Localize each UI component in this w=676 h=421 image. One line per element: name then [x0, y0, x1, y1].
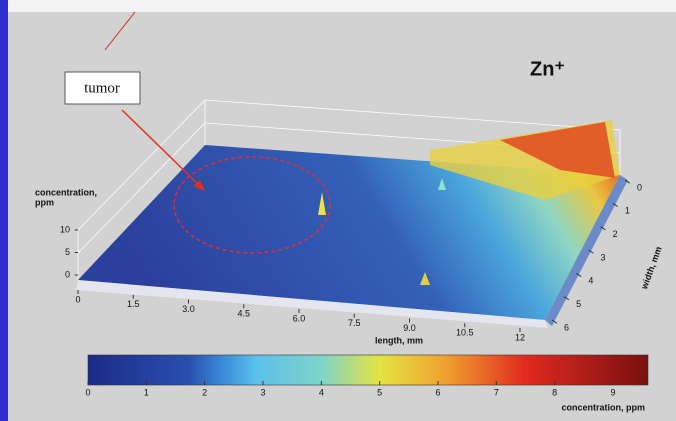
- y-tick: [576, 272, 582, 277]
- x-tick-label: 9.0: [403, 323, 416, 333]
- annotation-box: [64, 71, 141, 105]
- y-tick-label: 4: [588, 276, 593, 286]
- surface-edge: [545, 175, 628, 326]
- colorbar-tick-label: 5: [377, 387, 382, 397]
- z-tick-label: 0: [65, 269, 70, 279]
- annotation: tumor: [84, 80, 120, 96]
- surface-edge: [76, 280, 548, 328]
- y-tick-label: 3: [601, 252, 606, 262]
- y-tick-label: 0: [637, 182, 642, 192]
- y-tick: [551, 319, 558, 324]
- spike: [438, 178, 446, 190]
- spike: [420, 272, 430, 285]
- y-tick: [588, 249, 594, 254]
- spike: [318, 192, 326, 215]
- colorbar-tick-label: 6: [435, 387, 440, 397]
- y-tick-label: 6: [564, 322, 569, 332]
- colorbar-tick-label: 3: [260, 387, 265, 397]
- x-tick-label: 1.5: [127, 299, 140, 309]
- y-tick-label: 1: [625, 206, 630, 216]
- surface-peak: [500, 122, 615, 178]
- colorbar: [87, 354, 649, 386]
- colorbar-tick-label: 1: [144, 387, 149, 397]
- x-axis-label: length, mm: [375, 335, 423, 345]
- y-tick: [612, 202, 618, 207]
- colorbar-label: concentration, ppm: [561, 402, 645, 412]
- colorbar-tick-label: 7: [494, 387, 499, 397]
- arrow-head: [193, 180, 205, 191]
- title: Zn⁺: [530, 58, 565, 80]
- x-tick-label: 0: [75, 294, 80, 304]
- x-tick-label: 7.5: [348, 318, 361, 328]
- z-axis-label: concentration,: [35, 187, 97, 197]
- y-tick-label: 2: [613, 229, 618, 239]
- x-tick-label: 4.5: [237, 309, 250, 319]
- y-tick-label: 5: [576, 299, 581, 309]
- z-tick-label: 5: [65, 247, 70, 257]
- colorbar-tick-label: 9: [610, 387, 615, 397]
- z-axis-label: ppm: [35, 197, 54, 207]
- x-tick-label: 3.0: [182, 304, 195, 314]
- y-tick: [563, 296, 570, 301]
- y-tick: [624, 179, 631, 184]
- colorbar-tick-label: 2: [202, 387, 207, 397]
- x-tick-label: 10.5: [456, 328, 474, 338]
- x-tick-label: 12: [515, 332, 525, 342]
- colorbar-tick-label: 0: [85, 387, 90, 397]
- x-tick-label: 6.0: [293, 313, 306, 323]
- annotation-arrow: [121, 109, 201, 187]
- z-tick-label: 10: [60, 224, 70, 234]
- left-border: [0, 0, 8, 421]
- colorbar-tick-label: 4: [319, 387, 324, 397]
- tumor-outline: [173, 156, 331, 254]
- top-strip: [0, 0, 676, 12]
- surface: [78, 145, 620, 320]
- y-tick: [600, 226, 606, 231]
- stray-line: [104, 11, 136, 51]
- colorbar-tick-label: 8: [552, 387, 557, 397]
